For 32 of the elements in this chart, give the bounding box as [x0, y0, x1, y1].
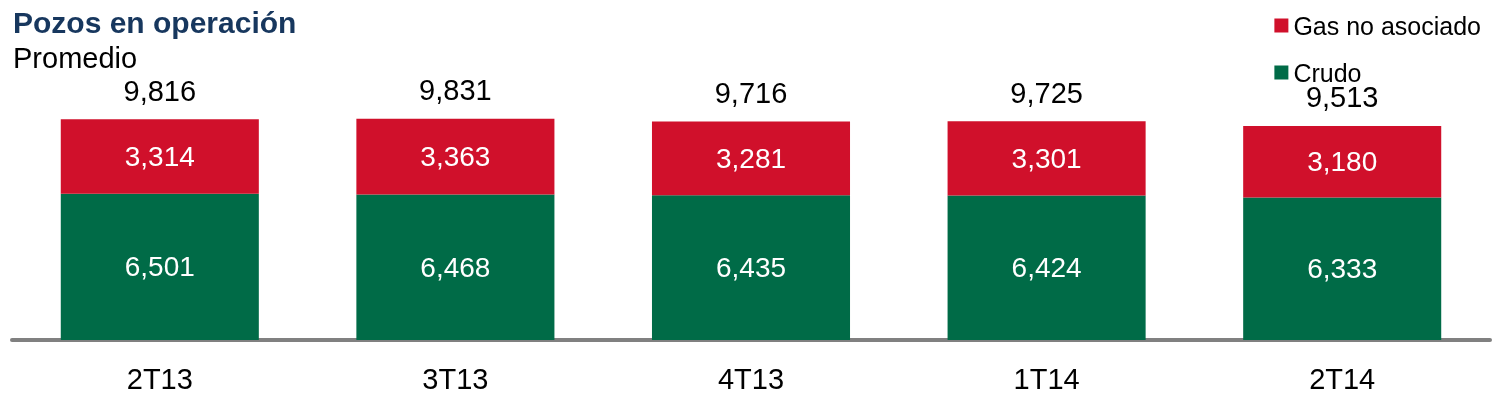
- data-label: 6,333: [1307, 253, 1378, 285]
- data-label: 6,501: [124, 251, 195, 283]
- data-label: 3,281: [715, 142, 787, 174]
- bar: [356, 118, 555, 195]
- bar: [60, 193, 259, 340]
- bar: [1243, 197, 1442, 340]
- x-tick-label: 3T13: [422, 362, 489, 395]
- total-label: 9,816: [123, 74, 197, 107]
- data-label: 6,424: [1011, 252, 1082, 284]
- x-tick-label: 2T13: [126, 362, 193, 395]
- x-tick-label: 2T14: [1309, 362, 1376, 395]
- bar: [947, 195, 1146, 340]
- data-label: 3,314: [124, 140, 195, 172]
- total-label: 9,831: [419, 74, 492, 107]
- bar: [60, 119, 259, 194]
- data-label: 6,468: [420, 251, 491, 283]
- bar: [356, 194, 555, 340]
- legend-label: Gas no asociado: [1293, 11, 1481, 40]
- data-label: 6,435: [715, 252, 787, 284]
- bar: [1243, 125, 1442, 198]
- data-label: 3,363: [420, 141, 491, 173]
- bar: [651, 195, 851, 340]
- data-label: 3,301: [1011, 142, 1082, 174]
- bar: [651, 121, 851, 196]
- total-label: 9,716: [714, 76, 788, 109]
- data-label: 3,180: [1307, 146, 1378, 178]
- total-label: 9,725: [1010, 76, 1083, 109]
- chart-subtitle: Promedio: [13, 41, 138, 74]
- x-tick-label: 4T13: [717, 362, 785, 395]
- chart-title: Pozos en operación: [13, 5, 297, 39]
- x-tick-label: 1T14: [1013, 362, 1080, 395]
- bar: [947, 121, 1146, 196]
